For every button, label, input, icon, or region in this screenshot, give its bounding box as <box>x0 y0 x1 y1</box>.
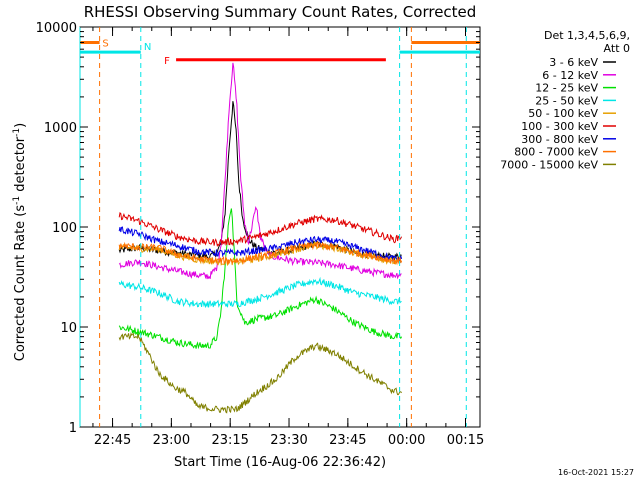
legend-item-label: 800 - 7000 keV <box>514 146 598 159</box>
legend-item-label: 50 - 100 keV <box>528 107 598 120</box>
x-axis-label: Start Time (16-Aug-06 22:36:42) <box>174 455 386 470</box>
series-line-2 <box>118 208 403 350</box>
legend-item-label: 12 - 25 keV <box>535 82 598 95</box>
axes-layer: 1 10 100 1000 10000 22:45 23:00 23:15 23:30 23:45… <box>36 21 485 448</box>
footer-timestamp: 16-Oct-2021 15:27 <box>558 468 634 477</box>
y-tick-label: 1 <box>69 421 77 436</box>
series-line-8 <box>118 332 402 414</box>
x-tick-label: 23:00 <box>153 433 190 448</box>
series-line-6 <box>118 226 403 264</box>
series-line-3 <box>118 276 402 308</box>
x-tick-label: 00:15 <box>447 433 484 448</box>
y-tick-label: 10 <box>60 321 77 336</box>
legend-item-label: 7000 - 15000 keV <box>500 158 598 171</box>
legend-item-label: 100 - 300 keV <box>521 120 598 133</box>
y-label-part: ) <box>13 123 28 128</box>
chart-title: RHESSI Observing Summary Count Rates, Co… <box>84 3 477 21</box>
y-label-part: -1 <box>12 196 22 205</box>
legend-item-label: 300 - 800 keV <box>521 133 598 146</box>
series-line-1 <box>118 62 402 280</box>
x-tick-label: 00:00 <box>388 433 425 448</box>
annotation-label-f: F <box>164 56 170 67</box>
y-axis-label: Corrected Count Rate (s-1 detector-1) <box>12 123 28 361</box>
legend-item-label: 3 - 6 keV <box>549 56 598 69</box>
annotation-label-s: S <box>102 38 108 49</box>
y-tick-label: 1000 <box>44 121 77 136</box>
legend-header-line: Att 0 <box>604 42 630 55</box>
plot-area <box>118 62 403 414</box>
y-label-part: -1 <box>12 128 22 137</box>
legend-item-label: 25 - 50 keV <box>535 94 598 107</box>
x-tick-label: 22:45 <box>94 433 131 448</box>
y-tick-label: 100 <box>52 221 77 236</box>
series-line-5 <box>118 212 403 248</box>
x-tick-label: 23:30 <box>270 433 307 448</box>
y-tick-label: 10000 <box>36 21 77 36</box>
series-line-7 <box>118 240 403 266</box>
annotation-label-n: N <box>144 42 151 53</box>
annotations-layer: S N F <box>79 27 480 427</box>
x-tick-label: 23:45 <box>329 433 366 448</box>
y-label-part: detector <box>13 136 28 196</box>
x-tick-label: 23:15 <box>211 433 248 448</box>
legend-item-label: 6 - 12 keV <box>542 69 598 82</box>
y-label-part: Corrected Count Rate (s <box>13 205 28 362</box>
legend-header-line: Det 1,3,4,5,6,9, <box>544 29 630 42</box>
